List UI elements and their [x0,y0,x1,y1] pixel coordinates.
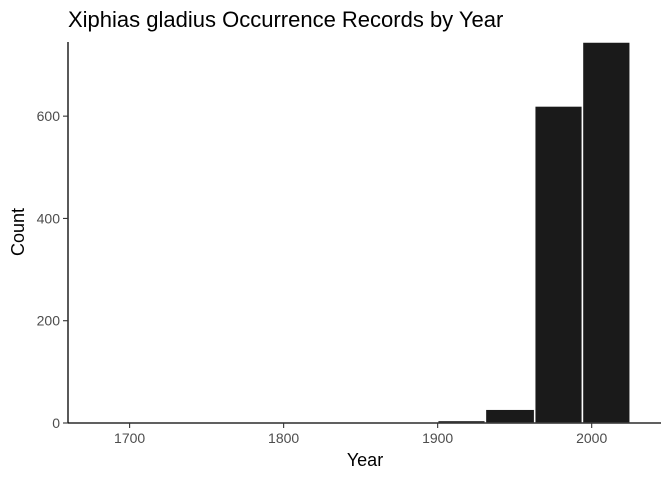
x-tick-label: 1900 [422,430,453,446]
x-axis-title: Year [347,450,383,470]
histogram-bar-2 [484,408,536,424]
y-axis-ticks: 0 200 400 600 [37,108,68,431]
chart-title: Xiphias gladius Occurrence Records by Ye… [68,7,503,32]
y-tick-label: 600 [37,108,61,124]
x-tick-label: 1800 [268,430,299,446]
bars-group [436,41,631,424]
x-tick-label: 1700 [114,430,145,446]
y-tick-label: 200 [37,313,61,329]
x-tick-label: 2000 [576,430,607,446]
y-axis-title: Count [8,208,28,256]
y-tick-label: 0 [52,415,60,431]
x-axis-ticks: 1700 1800 1900 2000 [114,423,607,446]
histogram-bar-3 [533,105,584,424]
y-tick-label: 400 [37,210,61,226]
histogram-bar-4 [581,41,631,424]
